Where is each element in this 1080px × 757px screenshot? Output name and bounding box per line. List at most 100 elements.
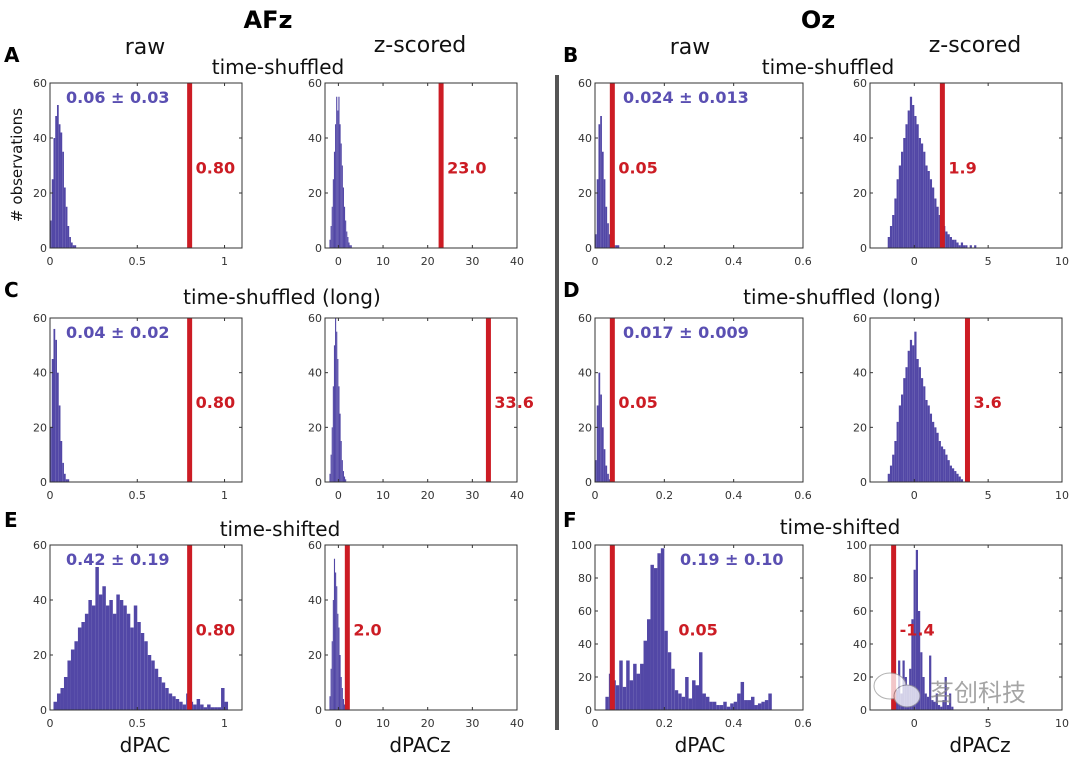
histogram-bar [608,234,611,248]
axes-box [324,82,518,249]
histogram-bar [200,704,204,710]
histogram-bar [671,668,675,710]
histogram-bar [330,668,332,710]
histogram-bar [922,677,925,710]
histogram-bar [764,700,769,710]
y-tick-label: 60 [853,605,867,618]
threshold-label: 33.6 [494,393,533,412]
histogram-bar [935,693,938,710]
x-tick-label: 5 [985,255,992,268]
x-tick-label: 0 [47,255,54,268]
y-tick-label: 20 [853,421,867,434]
y-tick-label: 0 [860,476,867,489]
histogram-bar [338,627,340,710]
electrode-title-oz: Oz [801,6,835,34]
histogram-bar [960,479,964,482]
histogram-bar [929,179,933,248]
histogram-bar [330,226,332,248]
histogram-bar [332,179,334,248]
histogram-bar [932,187,935,248]
panel-letter-f: F [563,508,577,532]
histogram-bar [923,151,926,248]
histogram-bar [172,696,176,710]
x-tick-label: 0.5 [129,489,147,502]
x-tick-label: 40 [510,717,524,730]
histogram-bar [58,124,61,248]
threshold-label: 0.80 [196,393,235,412]
threshold-label: 0.05 [678,621,717,640]
threshold-label: -1.4 [900,621,935,640]
histogram-bar [67,660,71,710]
histogram-bar [158,677,162,710]
histogram-bar [119,600,124,710]
mean-sd-label: 0.19 ± 0.10 [680,550,784,569]
histogram-bar [339,655,341,710]
histogram-bar [349,245,351,248]
histogram-bar [716,705,720,710]
histogram-bar [974,245,977,248]
histogram-bar [84,613,89,710]
x-tick-label: 0.4 [725,717,743,730]
histogram-bar [221,688,225,710]
row-title-a: time-shuffled [212,55,345,79]
y-tick-label: 40 [33,132,47,145]
histogram-bar [647,619,651,710]
x-tick-label: 0.4 [725,489,743,502]
row-title-d: time-shuffled (long) [743,285,941,309]
histogram-bar [709,701,713,710]
histogram-bar [947,234,950,248]
histogram-bar [105,605,110,710]
threshold-line [438,83,444,248]
histogram-bar [960,242,964,248]
histogram-bar [600,394,602,482]
histogram-bar [929,413,933,482]
histogram-bar [335,318,337,482]
histogram-bar [678,693,682,710]
y-tick-label: 40 [308,594,322,607]
histogram-bar [920,652,923,710]
histogram-bar [53,138,56,248]
x-tick-label: 30 [465,255,479,268]
x-tick-label: 0.2 [656,489,674,502]
histogram-bar [56,105,59,248]
mean-sd-label: 0.42 ± 0.19 [66,550,170,569]
histogram-bar [342,471,344,482]
y-tick-label: 0 [315,704,322,717]
y-axis-label: # observations [8,108,26,222]
histogram-bar [65,206,68,248]
histogram-bar [98,594,103,710]
histogram-bar [909,96,913,248]
mean-sd-label: 0.06 ± 0.03 [66,88,170,107]
histogram-bar [91,605,96,710]
histogram-bar [333,558,336,710]
histogram-bar [653,568,658,710]
threshold-label: 2.0 [353,621,381,640]
histogram-bar [965,245,968,248]
histogram-bar [55,339,57,482]
histogram-bar [926,696,930,710]
histogram-bar [951,706,954,710]
histogram-bar [336,586,338,710]
column-title-oz-zscored: z-scored [929,33,1022,58]
histogram-bar [894,441,897,482]
y-tick-label: 40 [33,367,47,380]
histogram-bar [702,693,706,710]
panel-letter-c: C [4,278,19,302]
panel-letter-a: A [4,43,20,67]
histogram-bar [685,677,689,710]
histogram-bar [936,206,939,248]
y-tick-label: 60 [853,77,867,90]
axes-box [869,82,1063,249]
histogram-bar [335,124,337,248]
histogram-bar [619,660,623,710]
histogram-bar [925,400,928,482]
x-tick-label: 0.2 [656,717,674,730]
histogram-bar [657,553,661,710]
histogram-bar [943,449,946,482]
x-tick-label: 10 [376,717,390,730]
histogram-bar [347,237,349,248]
histogram-bar [137,622,141,710]
histogram-bar [907,110,910,248]
histogram-bar [336,96,338,248]
y-tick-label: 20 [33,649,47,662]
